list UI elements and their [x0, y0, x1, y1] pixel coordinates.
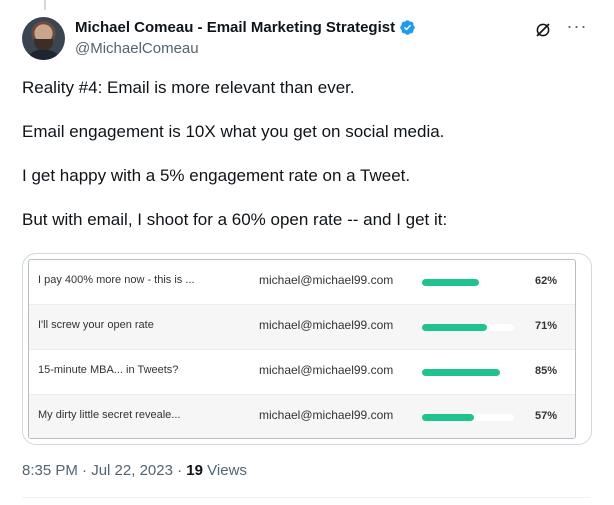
- email-subject: I pay 400% more now - this is ...: [38, 274, 195, 286]
- avatar[interactable]: [22, 17, 65, 60]
- meta-separator: ·: [82, 462, 88, 479]
- grok-icon[interactable]: [534, 21, 552, 39]
- views-count: 19: [186, 462, 203, 479]
- author-handle[interactable]: @MichaelComeau: [75, 40, 199, 57]
- open-rate-percent: 85%: [535, 365, 558, 377]
- verified-badge-icon: [400, 20, 415, 35]
- email-sender: michael@michael99.com: [259, 318, 394, 332]
- open-rate-bar: [422, 279, 514, 286]
- author-display-name[interactable]: Michael Comeau - Email Marketing Strateg…: [75, 19, 396, 36]
- open-rate-bar-fill: [422, 279, 480, 286]
- tweet-paragraph: I get happy with a 5% engagement rate on…: [22, 166, 411, 185]
- email-subject: I'll screw your open rate: [38, 319, 154, 331]
- open-rate-percent: 62%: [535, 275, 558, 287]
- open-rate-percent: 71%: [535, 320, 558, 332]
- open-rate-bar-fill: [422, 324, 488, 331]
- tweet-time[interactable]: 8:35 PM: [22, 462, 78, 479]
- avatar-beard: [34, 39, 53, 51]
- tweet-meta: 8:35 PM · Jul 22, 2023 · 19 Views: [22, 462, 247, 479]
- open-rate-bar: [422, 324, 514, 331]
- tweet-paragraph: But with email, I shoot for a 60% open r…: [22, 210, 448, 229]
- email-subject: 15-minute MBA... in Tweets?: [38, 364, 179, 376]
- tweet-text: Reality #4: Email is more relevant than …: [22, 76, 592, 252]
- open-rate-bar: [422, 369, 514, 376]
- tweet-media-image[interactable]: I pay 400% more now - this is ... michae…: [22, 253, 592, 445]
- table-row: I pay 400% more now - this is ... michae…: [29, 260, 575, 305]
- open-rate-percent: 57%: [535, 410, 558, 422]
- more-icon[interactable]: ···: [566, 16, 588, 36]
- tweet-header: Michael Comeau - Email Marketing Strateg…: [22, 17, 590, 61]
- open-rate-table: I pay 400% more now - this is ... michae…: [28, 259, 576, 439]
- views-label: Views: [207, 462, 247, 479]
- tweet-date[interactable]: Jul 22, 2023: [91, 462, 173, 479]
- email-sender: michael@michael99.com: [259, 408, 394, 422]
- meta-separator: ·: [177, 462, 183, 479]
- table-row: My dirty little secret reveale... michae…: [29, 395, 575, 438]
- tweet-paragraph: Email engagement is 10X what you get on …: [22, 122, 445, 141]
- email-sender: michael@michael99.com: [259, 363, 394, 377]
- thread-connector: [44, 0, 46, 10]
- table-row: 15-minute MBA... in Tweets? michael@mich…: [29, 350, 575, 395]
- name-row: Michael Comeau - Email Marketing Strateg…: [75, 19, 416, 36]
- tweet-paragraph: Reality #4: Email is more relevant than …: [22, 78, 355, 97]
- open-rate-bar-fill: [422, 414, 475, 421]
- email-sender: michael@michael99.com: [259, 273, 394, 287]
- divider: [22, 497, 590, 498]
- table-row: I'll screw your open rate michael@michae…: [29, 305, 575, 350]
- avatar-shirt: [26, 50, 61, 60]
- email-subject: My dirty little secret reveale...: [38, 409, 181, 421]
- open-rate-bar: [422, 414, 514, 421]
- open-rate-bar-fill: [422, 369, 501, 376]
